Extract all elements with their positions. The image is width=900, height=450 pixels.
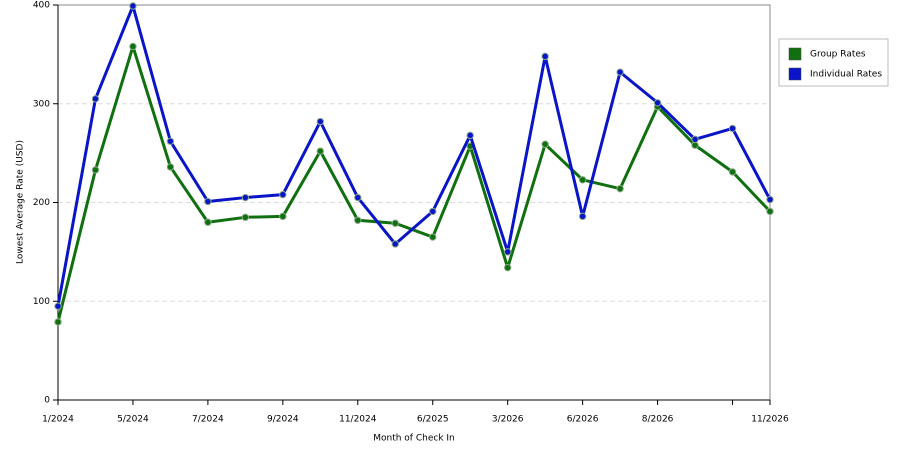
- data-point: [616, 184, 624, 193]
- series-line: [56, 4, 772, 307]
- y-axis-label: Lowest Average Rate (USD): [16, 140, 26, 264]
- legend-label: Group Rates: [810, 50, 866, 60]
- data-point: [541, 52, 549, 61]
- data-point: [429, 233, 437, 241]
- x-tick-label: 6/2026: [567, 415, 599, 425]
- data-point: [316, 147, 325, 155]
- legend-swatch: [788, 67, 802, 81]
- y-tick-label: 300: [33, 99, 50, 109]
- data-point: [429, 207, 437, 216]
- data-point: [241, 213, 250, 222]
- data-point: [279, 212, 287, 221]
- data-point: [653, 99, 662, 107]
- data-point: [466, 131, 474, 140]
- y-tick-label: 0: [44, 396, 50, 406]
- data-point: [541, 140, 549, 148]
- data-point: [728, 168, 737, 176]
- x-tick-label: 7/2024: [192, 415, 224, 425]
- series-line: [56, 44, 772, 323]
- data-point: [54, 302, 62, 310]
- y-tick-label: 100: [33, 297, 50, 307]
- data-point: [204, 197, 212, 206]
- data-point: [204, 218, 212, 226]
- data-point: [503, 248, 512, 256]
- data-point: [91, 95, 100, 103]
- data-point: [503, 263, 512, 272]
- x-tick-label: 5/2024: [117, 415, 149, 425]
- data-point: [166, 163, 175, 171]
- data-point: [578, 176, 587, 184]
- data-point: [316, 117, 325, 126]
- x-tick-label: 11/2026: [751, 415, 789, 425]
- data-point: [241, 193, 250, 202]
- data-point: [616, 68, 624, 76]
- x-tick-label: 3/2026: [492, 415, 524, 425]
- data-point: [766, 207, 774, 216]
- data-point: [279, 190, 287, 199]
- data-point: [129, 2, 137, 10]
- x-tick-label: 8/2026: [642, 415, 674, 425]
- data-point: [728, 124, 737, 133]
- data-point: [691, 135, 699, 144]
- data-point: [91, 166, 100, 174]
- x-tick-label: 11/2024: [339, 415, 377, 425]
- y-tick-label: 200: [33, 198, 50, 208]
- data-point: [578, 212, 587, 221]
- x-tick-label: 1/2024: [42, 415, 74, 425]
- data-point: [354, 216, 362, 224]
- legend-swatch: [788, 47, 802, 61]
- data-point: [391, 240, 399, 248]
- data-point: [166, 137, 175, 145]
- data-point: [129, 42, 137, 51]
- x-tick-label: 6/2025: [417, 415, 449, 425]
- x-axis-label: Month of Check In: [373, 434, 455, 444]
- data-point: [391, 219, 399, 227]
- y-tick-label: 400: [33, 1, 50, 11]
- legend-label: Individual Rates: [810, 70, 882, 80]
- data-point: [766, 195, 774, 204]
- x-tick-label: 9/2024: [267, 415, 299, 425]
- data-point: [354, 193, 362, 202]
- data-point: [54, 318, 62, 326]
